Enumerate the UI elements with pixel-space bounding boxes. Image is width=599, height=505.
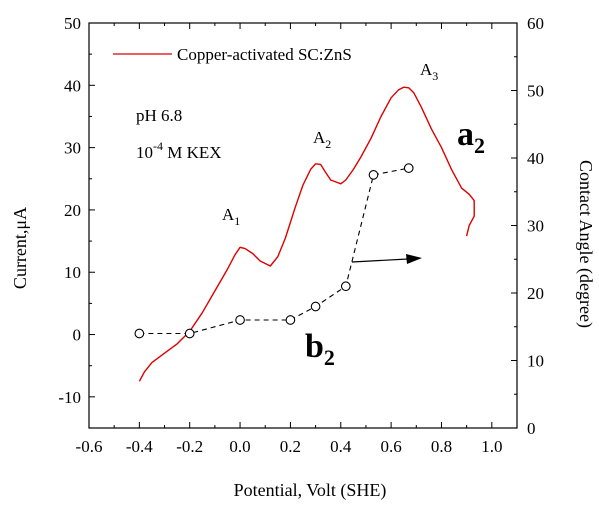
x-tick-label: -0.2 <box>176 437 203 456</box>
plot-frame <box>88 22 518 429</box>
x-tick-label: 0.6 <box>380 437 401 456</box>
kex-exp: -4 <box>153 139 163 153</box>
y-left-tick-label: 0 <box>73 326 82 345</box>
peak-a1-label: A1 <box>222 205 240 228</box>
contact-angle-point <box>184 328 195 339</box>
contact-angle-point <box>285 315 296 325</box>
y-left-axis-title: Current,μA <box>10 207 30 289</box>
x-tick-label: 0.2 <box>280 437 301 456</box>
contact-angle-point <box>310 301 321 312</box>
x-tick-label: 0.4 <box>330 437 352 456</box>
x-tick-label: 0.8 <box>431 437 452 456</box>
y-left-tick-label: -10 <box>58 388 81 407</box>
contact-angle-point <box>235 315 245 325</box>
y-right-tick-label: 30 <box>527 217 544 236</box>
y-right-tick-label: 40 <box>527 149 544 168</box>
curve-a2-label: a2 <box>457 116 485 158</box>
y-left-tick-label: 50 <box>64 14 81 33</box>
contact-angle-point <box>368 170 379 180</box>
y-right-tick-label: 20 <box>527 284 544 303</box>
peak-a2-label: A2 <box>313 128 331 151</box>
x-tick-label: -0.4 <box>126 437 153 456</box>
kex-base: 10 <box>136 143 153 162</box>
y-right-axis-title: Contact Angle (degree) <box>575 160 596 328</box>
x-tick-label: -0.6 <box>76 437 103 456</box>
x-tick-label: 0.0 <box>229 437 250 456</box>
y-left-tick-label: 40 <box>64 76 81 95</box>
contact-angle-series-line <box>139 167 409 335</box>
curve-b2-label: b2 <box>305 328 335 370</box>
current-series-line <box>138 86 475 382</box>
peak-a3-label: A3 <box>420 60 438 83</box>
contact-angle-point <box>134 328 145 339</box>
legend: Copper-activated SC:ZnS <box>113 45 352 64</box>
y-right-tick-label: 60 <box>527 14 544 33</box>
y-right-tick-label: 0 <box>527 419 536 438</box>
legend-label: Copper-activated SC:ZnS <box>177 45 352 64</box>
kex-rest: M KEX <box>163 143 222 162</box>
y-left-tick-label: 20 <box>64 201 81 220</box>
kex-annotation: 10-4 M KEX <box>136 139 222 162</box>
y-right-tick-label: 10 <box>527 352 544 371</box>
right-axis-arrow <box>351 254 422 264</box>
x-axis-title: Potential, Volt (SHE) <box>234 480 387 501</box>
contact-angle-point <box>340 281 351 292</box>
y-left-tick-label: 30 <box>64 139 81 158</box>
ph-annotation: pH 6.8 <box>136 106 182 125</box>
contact-angle-point <box>403 163 414 173</box>
y-left-tick-label: 10 <box>64 263 81 282</box>
y-right-tick-label: 50 <box>527 82 544 101</box>
x-tick-label: 1.0 <box>481 437 502 456</box>
